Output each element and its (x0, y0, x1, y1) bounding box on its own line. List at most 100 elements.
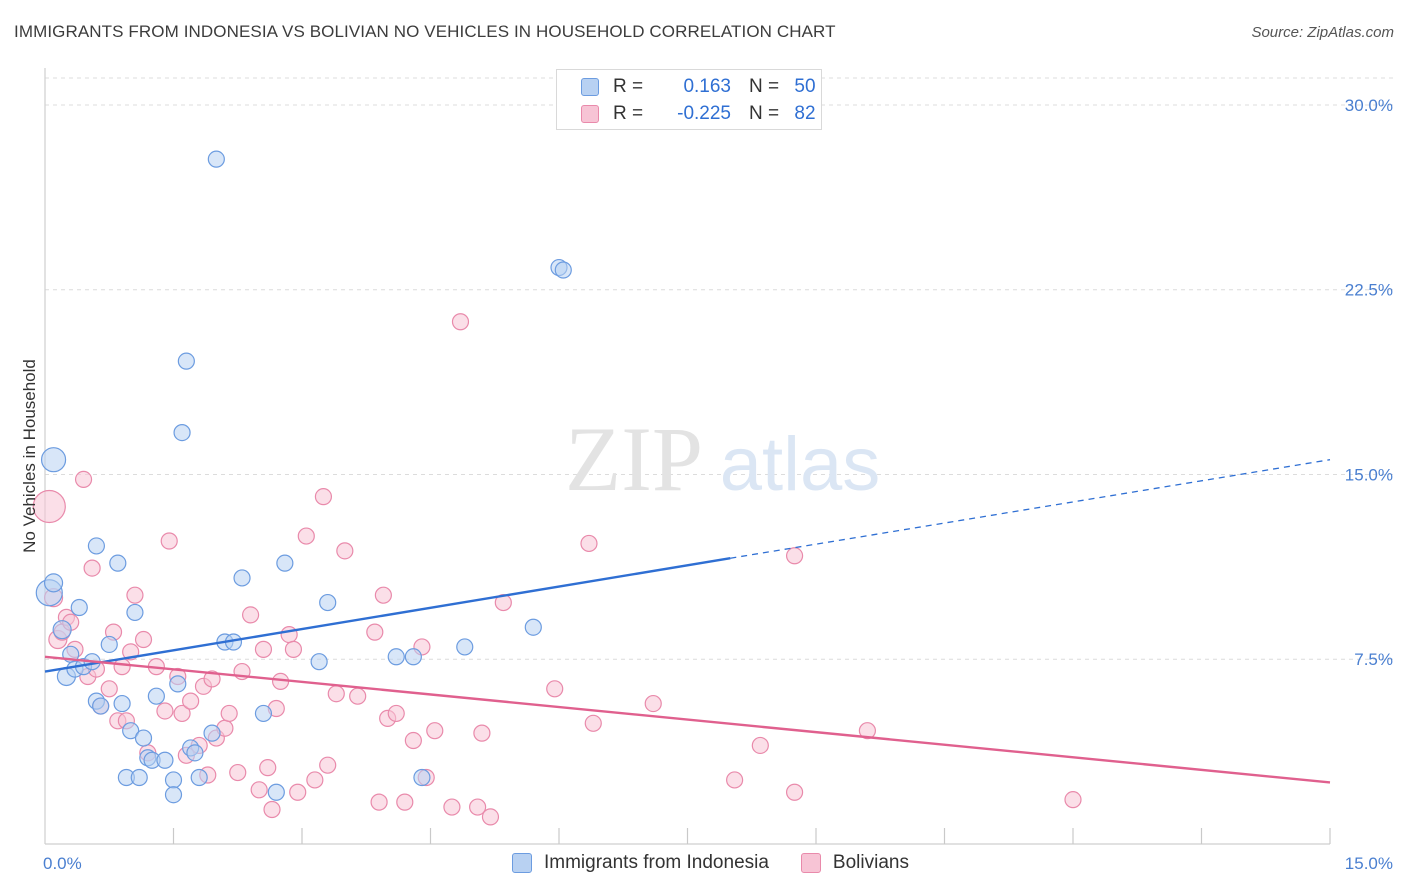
data-point (134, 630, 153, 649)
data-point (426, 722, 444, 740)
data-point (387, 704, 405, 723)
r-label: R = (613, 76, 644, 97)
x-tick-label: 0.0% (43, 854, 82, 873)
data-point (109, 554, 127, 572)
y-tick-label: 15.0% (1345, 465, 1393, 484)
data-point (126, 603, 144, 622)
data-point (52, 620, 72, 640)
x-tick-label: 15.0% (1345, 854, 1393, 873)
legend-swatch-pink (800, 853, 821, 873)
data-point (387, 648, 405, 666)
data-point (319, 593, 337, 612)
indonesia-points (35, 150, 572, 804)
data-point (70, 598, 88, 617)
data-point (259, 759, 277, 777)
data-point (177, 352, 195, 370)
data-point (456, 638, 474, 656)
n-label: N = (749, 76, 780, 97)
data-point (203, 670, 221, 688)
data-point (173, 423, 191, 442)
data-point (147, 687, 165, 705)
trend-line-indonesia (44, 557, 731, 673)
data-point (306, 771, 324, 789)
data-point (122, 722, 140, 740)
data-point (254, 704, 273, 723)
data-point (413, 768, 431, 787)
n-value: 50 (794, 76, 816, 97)
data-point (785, 783, 804, 801)
y-tick-label: 22.5% (1345, 281, 1393, 300)
data-point (469, 798, 487, 816)
y-axis-label: No Vehicles in Household (20, 359, 39, 553)
series-legend: Immigrants from Indonesia Bolivians (512, 852, 941, 874)
data-point (404, 648, 422, 666)
data-point (100, 635, 118, 654)
data-point (32, 489, 66, 524)
tick-labels: 7.5% 15.0% 22.5% 30.0% 0.0% 15.0% (43, 96, 1393, 873)
data-point (726, 771, 744, 789)
legend-swatch-blue (512, 853, 532, 873)
trend-lines (44, 459, 1331, 784)
data-point (164, 786, 183, 804)
data-point (74, 470, 93, 489)
data-point (83, 559, 101, 577)
data-point (134, 729, 153, 747)
data-point (126, 586, 144, 604)
data-point (263, 800, 281, 819)
data-point (396, 793, 414, 811)
legend-item-indonesia[interactable]: Immigrants from Indonesia (512, 852, 769, 874)
data-point (374, 586, 392, 604)
data-point (92, 697, 110, 715)
data-point (451, 313, 470, 331)
data-point (190, 768, 208, 787)
watermark-atlas: atlas (720, 422, 881, 507)
data-point (169, 675, 187, 693)
r-label: R = (613, 103, 644, 124)
legend-label-bolivians: Bolivians (832, 852, 909, 873)
data-point (113, 658, 131, 676)
data-point (314, 488, 333, 506)
data-point (319, 756, 337, 774)
data-point (443, 798, 461, 816)
legend-swatch-pink (581, 105, 599, 123)
legend-swatch-blue (581, 78, 599, 96)
watermark-zip: ZIP (565, 408, 703, 510)
stats-legend: R = 0.163 N = 50 R = -0.225 N = 82 (556, 69, 822, 130)
data-point (233, 569, 251, 587)
data-point (554, 261, 572, 279)
legend-label-indonesia: Immigrants from Indonesia (544, 852, 769, 873)
data-point (164, 771, 183, 789)
data-point (229, 763, 247, 782)
data-point (267, 783, 285, 801)
data-point (203, 724, 221, 742)
data-point (40, 447, 67, 473)
data-point (186, 744, 204, 762)
data-point (751, 736, 769, 755)
r-value: -0.225 (677, 103, 731, 124)
legend-item-bolivians[interactable]: Bolivians (800, 852, 909, 874)
data-point (284, 640, 303, 658)
data-point (546, 680, 564, 698)
trend-line-bolivians (44, 655, 1331, 784)
source-credit: Source: ZipAtlas.com (1251, 24, 1394, 41)
data-point (481, 808, 500, 826)
data-point (310, 653, 328, 671)
data-point (160, 532, 178, 550)
chart-title: IMMIGRANTS FROM INDONESIA VS BOLIVIAN NO… (14, 22, 836, 41)
data-point (182, 692, 200, 710)
y-tick-label: 30.0% (1345, 96, 1393, 115)
stats-row-indonesia: R = 0.163 N = 50 (581, 74, 827, 100)
data-point (276, 554, 294, 572)
data-point (580, 534, 598, 553)
data-point (349, 687, 367, 705)
data-point (327, 685, 345, 703)
n-value: 82 (794, 103, 816, 124)
r-value: 0.163 (683, 76, 731, 97)
data-point (173, 704, 191, 723)
data-point (100, 680, 118, 698)
data-point (336, 542, 354, 560)
data-point (370, 793, 388, 811)
data-point (207, 150, 225, 168)
data-point (584, 714, 602, 732)
